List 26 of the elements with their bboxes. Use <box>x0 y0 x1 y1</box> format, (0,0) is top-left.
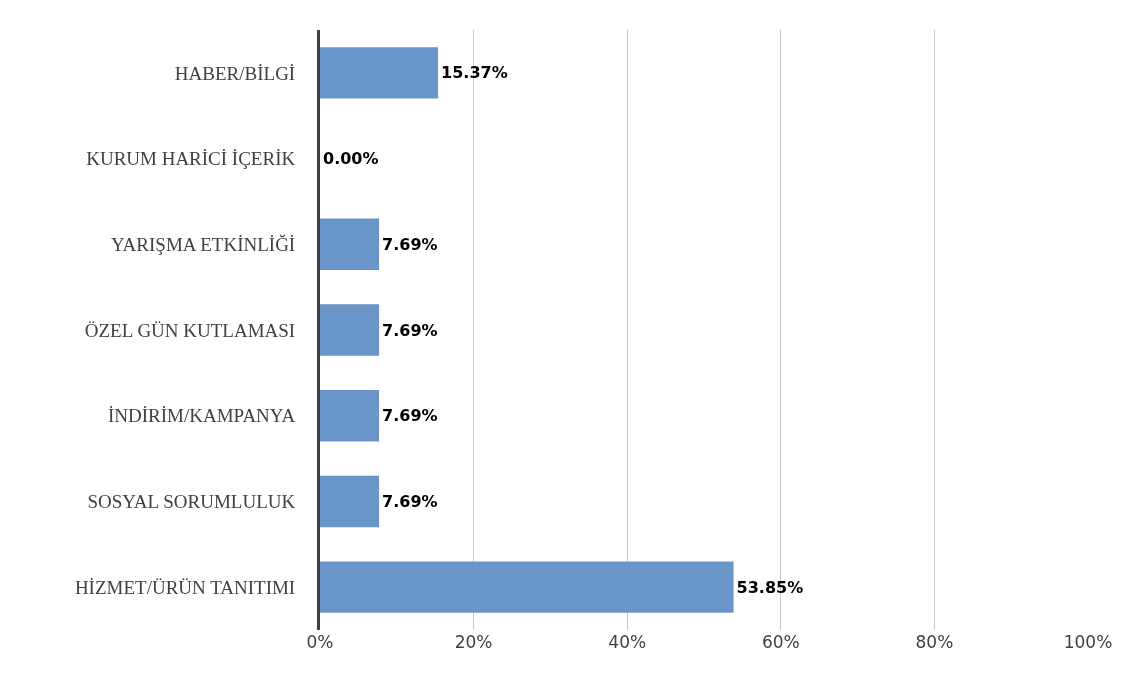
bar <box>320 561 734 613</box>
data-label: 7.69% <box>382 406 438 426</box>
bar <box>320 475 380 528</box>
y-tick-label: İNDİRİM/KAMPANYA <box>107 405 296 427</box>
y-tick-label: HABER/BİLGİ <box>174 62 296 84</box>
data-label: 7.69% <box>382 234 438 254</box>
x-tick-label: 80% <box>915 632 954 652</box>
x-tick-label: 100% <box>1063 632 1113 652</box>
y-tick-label: YARIŞMA ETKİNLİĞİ <box>111 233 296 255</box>
data-label: 53.85% <box>736 577 804 597</box>
y-tick-label: KURUM HARİCİ İÇERİK <box>86 148 296 170</box>
data-label: 7.69% <box>382 320 438 340</box>
bar <box>320 304 380 356</box>
x-tick-label: 60% <box>761 632 800 652</box>
y-tick-label: HİZMET/ÜRÜN TANITIMI <box>74 576 296 598</box>
bar <box>320 390 380 442</box>
data-label: 0.00% <box>323 149 379 169</box>
x-tick-label: 0% <box>306 632 334 652</box>
data-label: 7.69% <box>382 491 438 511</box>
y-tick-label: SOSYAL SORUMLULUK <box>87 491 296 513</box>
y-tick-label: ÖZEL GÜN KUTLAMASI <box>84 319 296 341</box>
bar <box>320 218 380 270</box>
bar <box>320 47 439 99</box>
x-tick-label: 20% <box>454 632 493 652</box>
x-tick-label: 40% <box>608 632 647 652</box>
data-label: 15.37% <box>441 63 508 83</box>
